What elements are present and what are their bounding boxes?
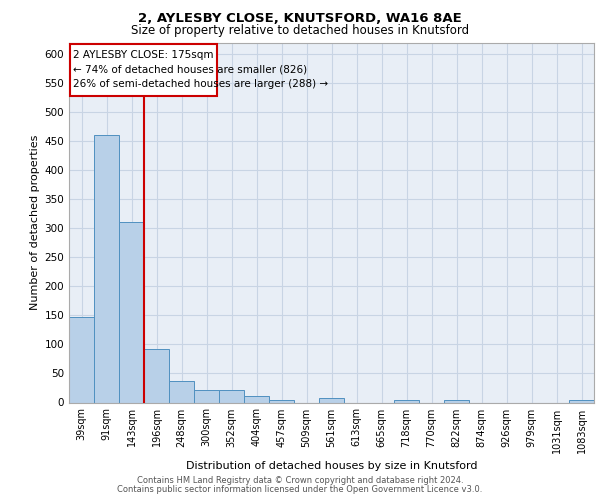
- Text: 2, AYLESBY CLOSE, KNUTSFORD, WA16 8AE: 2, AYLESBY CLOSE, KNUTSFORD, WA16 8AE: [138, 12, 462, 26]
- Bar: [94, 135, 119, 402]
- Text: Contains HM Land Registry data © Crown copyright and database right 2024.: Contains HM Land Registry data © Crown c…: [137, 476, 463, 485]
- Bar: [319, 398, 344, 402]
- Bar: [219, 390, 244, 402]
- Bar: [169, 381, 194, 402]
- Bar: [444, 400, 469, 402]
- Bar: [69, 316, 94, 402]
- FancyBboxPatch shape: [70, 44, 217, 96]
- Bar: [569, 400, 594, 402]
- Text: Contains public sector information licensed under the Open Government Licence v3: Contains public sector information licen…: [118, 484, 482, 494]
- Bar: [269, 400, 294, 402]
- Text: Size of property relative to detached houses in Knutsford: Size of property relative to detached ho…: [131, 24, 469, 37]
- X-axis label: Distribution of detached houses by size in Knutsford: Distribution of detached houses by size …: [186, 461, 477, 471]
- Bar: [244, 396, 269, 402]
- Y-axis label: Number of detached properties: Number of detached properties: [30, 135, 40, 310]
- Bar: [194, 390, 219, 402]
- Bar: [119, 222, 144, 402]
- Bar: [144, 348, 169, 403]
- Bar: [394, 400, 419, 402]
- Text: 2 AYLESBY CLOSE: 175sqm
← 74% of detached houses are smaller (826)
26% of semi-d: 2 AYLESBY CLOSE: 175sqm ← 74% of detache…: [73, 50, 328, 89]
